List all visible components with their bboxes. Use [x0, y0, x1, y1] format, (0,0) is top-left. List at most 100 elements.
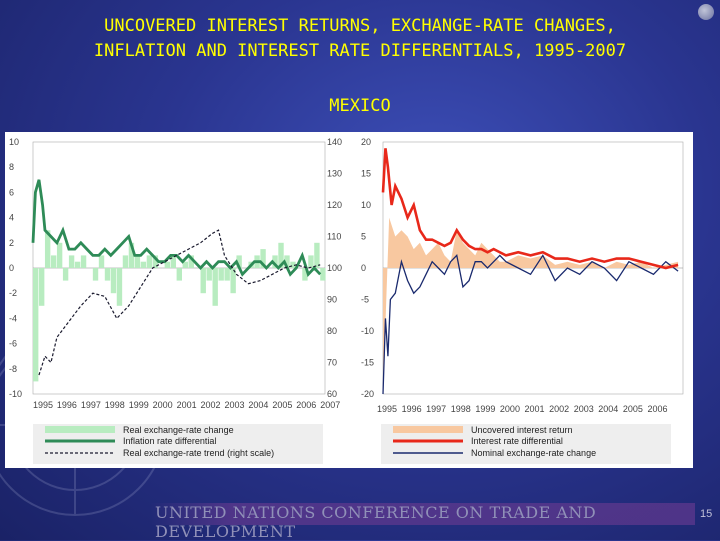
x-tick: 2001 — [177, 400, 197, 410]
line-real-exchange-rate-trend — [38, 229, 321, 376]
bar-real-exchange-rate-change — [308, 255, 314, 268]
y-left-tick: -8 — [9, 364, 17, 374]
y-tick: 0 — [361, 263, 366, 273]
bar-real-exchange-rate-change — [33, 268, 39, 382]
page-number: 15 — [700, 508, 713, 520]
bar-real-exchange-rate-change — [278, 242, 284, 268]
bar-real-exchange-rate-change — [230, 268, 236, 294]
bar-real-exchange-rate-change — [116, 268, 123, 306]
line-nominal-exchange-rate-change — [382, 254, 679, 395]
x-tick: 2006 — [647, 404, 667, 414]
y-left-tick: 4 — [9, 213, 14, 223]
bar-real-exchange-rate-change — [182, 261, 188, 268]
bar-real-exchange-rate-change — [140, 261, 147, 268]
legend-label: Real exchange-rate change — [123, 425, 234, 435]
slide-title-line1: UNCOVERED INTEREST RETURNS, EXCHANGE-RAT… — [104, 16, 616, 36]
bar-real-exchange-rate-change — [314, 242, 320, 268]
corner-decoration — [698, 4, 714, 20]
y-left-tick: 10 — [9, 137, 19, 147]
bar-real-exchange-rate-change — [38, 268, 45, 306]
y-left-tick: 8 — [9, 162, 14, 172]
y-left-tick: 0 — [9, 263, 14, 273]
bar-real-exchange-rate-change — [134, 255, 141, 268]
legend-swatch-bar — [45, 426, 115, 433]
bar-real-exchange-rate-change — [92, 268, 99, 281]
y-tick: 10 — [361, 200, 371, 210]
y-left-tick: -2 — [9, 288, 17, 298]
bar-real-exchange-rate-change — [80, 255, 87, 268]
bar-real-exchange-rate-change — [50, 255, 57, 268]
x-tick: 1995 — [377, 404, 397, 414]
country-label: MEXICO — [329, 96, 391, 116]
y-right-tick: 80 — [327, 326, 337, 336]
x-tick: 1998 — [105, 400, 125, 410]
bar-real-exchange-rate-change — [104, 268, 111, 281]
legend-label: Real exchange-rate trend (right scale) — [123, 448, 274, 458]
y-right-tick: 120 — [327, 200, 342, 210]
legend-label: Inflation rate differential — [123, 436, 216, 446]
legend-swatch-area — [393, 426, 463, 433]
line-interest-rate-differential — [381, 148, 679, 270]
x-tick: 1996 — [57, 400, 77, 410]
x-tick: 2004 — [248, 400, 268, 410]
bar-real-exchange-rate-change — [122, 255, 129, 268]
bar-real-exchange-rate-change — [206, 268, 212, 281]
x-tick: 1997 — [426, 404, 446, 414]
bar-real-exchange-rate-change — [56, 242, 63, 268]
area-uncovered-interest-return — [383, 217, 679, 394]
bar-real-exchange-rate-change — [260, 249, 266, 268]
y-left-tick: 6 — [9, 187, 14, 197]
x-tick: 2005 — [272, 400, 292, 410]
x-tick: 2004 — [598, 404, 618, 414]
x-tick: 2002 — [549, 404, 569, 414]
y-tick: 15 — [361, 169, 371, 179]
y-tick: 5 — [361, 232, 366, 242]
bar-real-exchange-rate-change — [74, 261, 81, 268]
y-tick: -15 — [361, 358, 374, 368]
x-tick: 2002 — [201, 400, 221, 410]
y-tick: -10 — [361, 326, 374, 336]
bar-real-exchange-rate-change — [128, 242, 135, 268]
x-tick: 2003 — [224, 400, 244, 410]
x-tick: 1997 — [81, 400, 101, 410]
legend-label: Uncovered interest return — [471, 425, 573, 435]
bar-real-exchange-rate-change — [68, 255, 75, 268]
x-tick: 1999 — [475, 404, 495, 414]
bar-real-exchange-rate-change — [152, 255, 159, 268]
y-left-tick: -4 — [9, 313, 17, 323]
bar-real-exchange-rate-change — [218, 268, 224, 281]
bar-real-exchange-rate-change — [284, 255, 290, 268]
legend-label: Nominal exchange-rate change — [471, 448, 596, 458]
x-tick: 1996 — [402, 404, 422, 414]
bar-real-exchange-rate-change — [170, 255, 177, 268]
x-tick: 2005 — [623, 404, 643, 414]
bar-real-exchange-rate-change — [110, 268, 117, 294]
x-tick: 2001 — [525, 404, 545, 414]
x-tick: 1998 — [451, 404, 471, 414]
bar-real-exchange-rate-change — [320, 268, 326, 281]
footer-band — [150, 503, 695, 525]
footer-text: UNITED NATIONS CONFERENCE ON TRADE AND D… — [155, 503, 597, 541]
y-right-tick: 140 — [327, 137, 342, 147]
bar-real-exchange-rate-change — [176, 268, 182, 281]
bar-real-exchange-rate-change — [44, 230, 51, 268]
x-tick: 2006 — [296, 400, 316, 410]
bar-real-exchange-rate-change — [272, 255, 278, 268]
y-tick: -20 — [361, 389, 374, 399]
y-tick: 20 — [361, 137, 371, 147]
y-left-tick: 2 — [9, 238, 14, 248]
y-left-tick: -6 — [9, 339, 17, 349]
x-tick: 1995 — [33, 400, 53, 410]
x-tick: 2007 — [320, 400, 340, 410]
chart-panel: 10 8 6 4 2 0 -2 -4 -6 -8 -10 140 130 120 110 100 90 80 70 6… — [5, 132, 693, 468]
bar-real-exchange-rate-change — [236, 255, 242, 268]
y-tick: -5 — [361, 295, 369, 305]
slide-title-line2: INFLATION AND INTEREST RATE DIFFERENTIAL… — [93, 41, 627, 61]
bar-real-exchange-rate-change — [188, 255, 194, 268]
y-right-tick: 110 — [327, 232, 341, 242]
bar-real-exchange-rate-change — [212, 268, 218, 306]
y-left-tick: -10 — [9, 389, 22, 399]
bar-real-exchange-rate-change — [146, 255, 153, 268]
bar-real-exchange-rate-change — [290, 261, 296, 268]
line-inflation-rate-differential — [31, 179, 322, 277]
